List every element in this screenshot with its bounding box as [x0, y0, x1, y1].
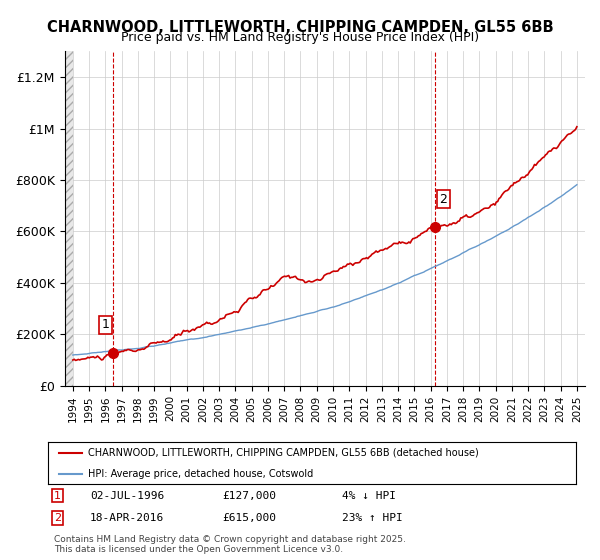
Text: £127,000: £127,000: [222, 491, 276, 501]
Text: 23% ↑ HPI: 23% ↑ HPI: [342, 513, 403, 523]
Text: CHARNWOOD, LITTLEWORTH, CHIPPING CAMPDEN, GL55 6BB (detached house): CHARNWOOD, LITTLEWORTH, CHIPPING CAMPDEN…: [88, 448, 478, 458]
Text: 1: 1: [54, 491, 61, 501]
Text: CHARNWOOD, LITTLEWORTH, CHIPPING CAMPDEN, GL55 6BB: CHARNWOOD, LITTLEWORTH, CHIPPING CAMPDEN…: [47, 20, 553, 35]
Text: 1: 1: [101, 318, 109, 331]
Text: 4% ↓ HPI: 4% ↓ HPI: [342, 491, 396, 501]
Text: 18-APR-2016: 18-APR-2016: [90, 513, 164, 523]
Text: £615,000: £615,000: [222, 513, 276, 523]
Text: 2: 2: [440, 193, 448, 206]
Text: Price paid vs. HM Land Registry's House Price Index (HPI): Price paid vs. HM Land Registry's House …: [121, 31, 479, 44]
Text: 2: 2: [54, 513, 61, 523]
Bar: [65, 52, 73, 386]
Text: Contains HM Land Registry data © Crown copyright and database right 2025.
This d: Contains HM Land Registry data © Crown c…: [54, 535, 406, 554]
Text: HPI: Average price, detached house, Cotswold: HPI: Average price, detached house, Cots…: [88, 469, 313, 479]
Text: 02-JUL-1996: 02-JUL-1996: [90, 491, 164, 501]
